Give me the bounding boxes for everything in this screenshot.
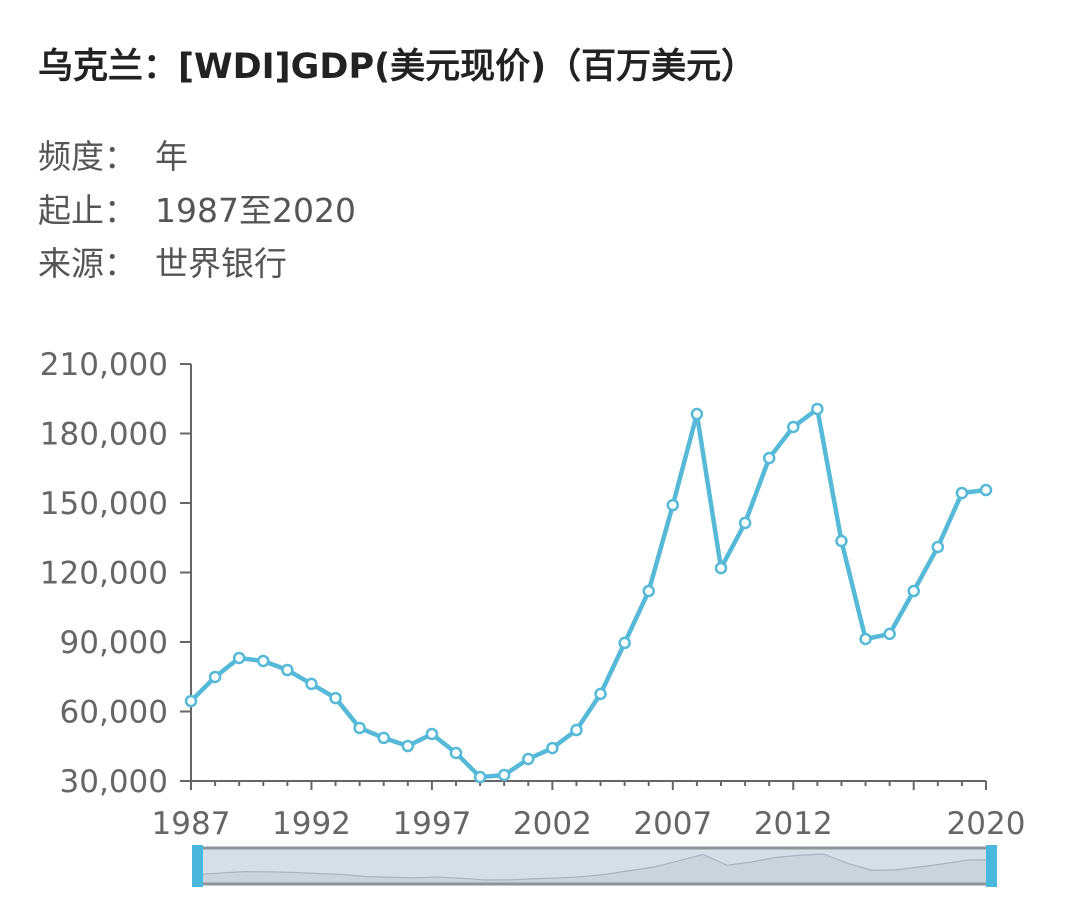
data-point: [931, 540, 945, 554]
data-point: [787, 420, 800, 434]
slider-preview: [196, 853, 993, 885]
data-point: [907, 584, 920, 598]
series-line: [189, 406, 987, 780]
x-tick-label: 1987: [152, 806, 231, 842]
data-point: [835, 534, 848, 548]
y-tick-label: 150,000: [40, 486, 168, 522]
y-tick-label: 30,000: [60, 764, 168, 800]
slider-handle-right[interactable]: [986, 845, 997, 887]
y-tick-label: 180,000: [40, 417, 168, 453]
data-point: [594, 687, 607, 701]
data-point: [257, 654, 270, 668]
y-tick-label: 60,000: [60, 695, 168, 731]
data-point: [859, 632, 872, 646]
data-point: [281, 663, 294, 677]
data-point: [666, 498, 680, 512]
frequency-value: 年: [155, 137, 188, 176]
data-point: [232, 651, 246, 665]
source-value: 世界银行: [155, 244, 287, 283]
data-point: [522, 752, 535, 766]
data-point: [570, 723, 583, 737]
range-label: 起止：: [38, 191, 137, 230]
data-point: [377, 731, 390, 745]
data-point: [642, 584, 655, 598]
x-tick-label: 2012: [754, 806, 833, 842]
data-point: [618, 636, 631, 650]
x-tick-label: 1992: [272, 806, 351, 842]
data-point: [329, 691, 342, 705]
frequency-label: 频度：: [38, 137, 137, 176]
data-point: [497, 768, 511, 782]
range-value: 1987至2020: [155, 191, 356, 230]
slider-handle-left[interactable]: [192, 845, 203, 887]
x-tick-label: 2007: [633, 806, 712, 842]
y-tick-label: 90,000: [60, 625, 168, 661]
x-tick-label: 1997: [392, 806, 471, 842]
range-row: 起止： 1987至2020: [38, 184, 374, 232]
data-point: [690, 407, 704, 421]
data-point: [738, 516, 752, 530]
data-point: [401, 739, 415, 753]
data-point: [208, 670, 222, 684]
y-tick-label: 210,000: [40, 347, 168, 383]
data-point: [811, 402, 824, 416]
data-point: [955, 486, 969, 500]
data-point: [714, 561, 728, 575]
source-row: 来源： 世界银行: [38, 237, 305, 285]
data-point: [305, 677, 318, 691]
data-point: [353, 721, 366, 735]
data-point: [546, 741, 559, 755]
data-point: [184, 694, 198, 708]
data-point: [762, 451, 776, 465]
data-point: [883, 627, 896, 641]
y-tick-label: 120,000: [40, 556, 168, 592]
frequency-row: 频度： 年: [38, 130, 206, 178]
data-point: [473, 770, 487, 784]
x-tick-label: 2020: [947, 806, 1026, 842]
data-point: [979, 483, 993, 497]
x-tick-label: 2002: [513, 806, 592, 842]
data-point: [425, 727, 439, 741]
chart-title: 乌克兰：[WDI]GDP(美元现价)（百万美元）: [38, 47, 757, 87]
data-point: [449, 746, 463, 760]
source-label: 来源：: [38, 244, 137, 283]
